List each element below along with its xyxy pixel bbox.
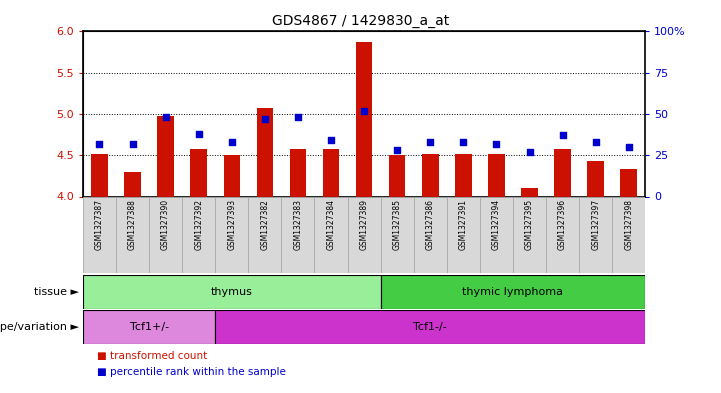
Text: Tcf1+/-: Tcf1+/- xyxy=(130,322,169,332)
Bar xyxy=(455,154,472,196)
Bar xyxy=(422,154,438,196)
Point xyxy=(425,139,436,145)
Text: thymus: thymus xyxy=(211,287,253,297)
Point xyxy=(392,147,403,153)
Bar xyxy=(389,155,405,196)
Point xyxy=(226,139,237,145)
Point xyxy=(160,114,172,120)
Text: GSM1327395: GSM1327395 xyxy=(525,199,534,250)
Bar xyxy=(257,108,273,196)
FancyBboxPatch shape xyxy=(149,196,182,273)
FancyBboxPatch shape xyxy=(414,196,447,273)
Point xyxy=(458,139,469,145)
FancyBboxPatch shape xyxy=(546,196,579,273)
Bar xyxy=(588,161,604,196)
Text: tissue ►: tissue ► xyxy=(35,287,79,297)
FancyBboxPatch shape xyxy=(116,196,149,273)
Text: GSM1327383: GSM1327383 xyxy=(293,199,302,250)
Point xyxy=(292,114,304,120)
Bar xyxy=(124,172,141,196)
Bar xyxy=(157,116,174,196)
Point xyxy=(127,141,138,147)
FancyBboxPatch shape xyxy=(381,275,645,309)
FancyBboxPatch shape xyxy=(83,196,116,273)
Text: GSM1327396: GSM1327396 xyxy=(558,199,567,250)
Text: genotype/variation ►: genotype/variation ► xyxy=(0,322,79,332)
Text: GSM1327386: GSM1327386 xyxy=(426,199,435,250)
Point xyxy=(193,130,205,137)
Point xyxy=(491,141,503,147)
FancyBboxPatch shape xyxy=(83,275,381,309)
Point xyxy=(325,137,337,143)
Text: GSM1327387: GSM1327387 xyxy=(95,199,104,250)
Text: GSM1327398: GSM1327398 xyxy=(624,199,633,250)
FancyBboxPatch shape xyxy=(83,310,216,344)
Bar xyxy=(521,188,538,196)
FancyBboxPatch shape xyxy=(612,196,645,273)
Point xyxy=(623,144,634,150)
Point xyxy=(590,139,601,145)
Point xyxy=(523,149,535,155)
Bar xyxy=(356,42,372,196)
Point xyxy=(259,116,270,122)
Text: Tcf1-/-: Tcf1-/- xyxy=(413,322,447,332)
Text: GSM1327392: GSM1327392 xyxy=(194,199,203,250)
FancyBboxPatch shape xyxy=(348,196,381,273)
Bar xyxy=(224,155,240,196)
Text: GSM1327394: GSM1327394 xyxy=(492,199,501,250)
Text: GSM1327393: GSM1327393 xyxy=(227,199,236,250)
FancyBboxPatch shape xyxy=(579,196,612,273)
Text: thymic lymphoma: thymic lymphoma xyxy=(462,287,564,297)
Bar xyxy=(190,149,207,196)
Bar xyxy=(91,154,107,196)
FancyBboxPatch shape xyxy=(182,196,216,273)
FancyBboxPatch shape xyxy=(216,310,645,344)
Bar xyxy=(621,169,637,196)
FancyBboxPatch shape xyxy=(381,196,414,273)
Bar xyxy=(554,149,571,196)
Text: GSM1327388: GSM1327388 xyxy=(128,199,137,250)
Bar xyxy=(290,149,306,196)
FancyBboxPatch shape xyxy=(216,196,248,273)
Point xyxy=(557,132,568,139)
FancyBboxPatch shape xyxy=(480,196,513,273)
Text: GDS4867 / 1429830_a_at: GDS4867 / 1429830_a_at xyxy=(272,14,449,28)
FancyBboxPatch shape xyxy=(248,196,281,273)
FancyBboxPatch shape xyxy=(314,196,348,273)
Text: GSM1327389: GSM1327389 xyxy=(360,199,368,250)
Point xyxy=(94,141,105,147)
FancyBboxPatch shape xyxy=(447,196,480,273)
Point xyxy=(358,108,370,114)
Text: ■ percentile rank within the sample: ■ percentile rank within the sample xyxy=(97,367,286,377)
Text: GSM1327391: GSM1327391 xyxy=(459,199,468,250)
Text: GSM1327382: GSM1327382 xyxy=(260,199,270,250)
Text: GSM1327390: GSM1327390 xyxy=(161,199,170,250)
Text: GSM1327397: GSM1327397 xyxy=(591,199,600,250)
Text: ■ transformed count: ■ transformed count xyxy=(97,351,208,361)
FancyBboxPatch shape xyxy=(513,196,546,273)
FancyBboxPatch shape xyxy=(281,196,314,273)
Bar xyxy=(323,149,340,196)
Text: GSM1327385: GSM1327385 xyxy=(393,199,402,250)
Bar xyxy=(488,154,505,196)
Text: GSM1327384: GSM1327384 xyxy=(327,199,335,250)
